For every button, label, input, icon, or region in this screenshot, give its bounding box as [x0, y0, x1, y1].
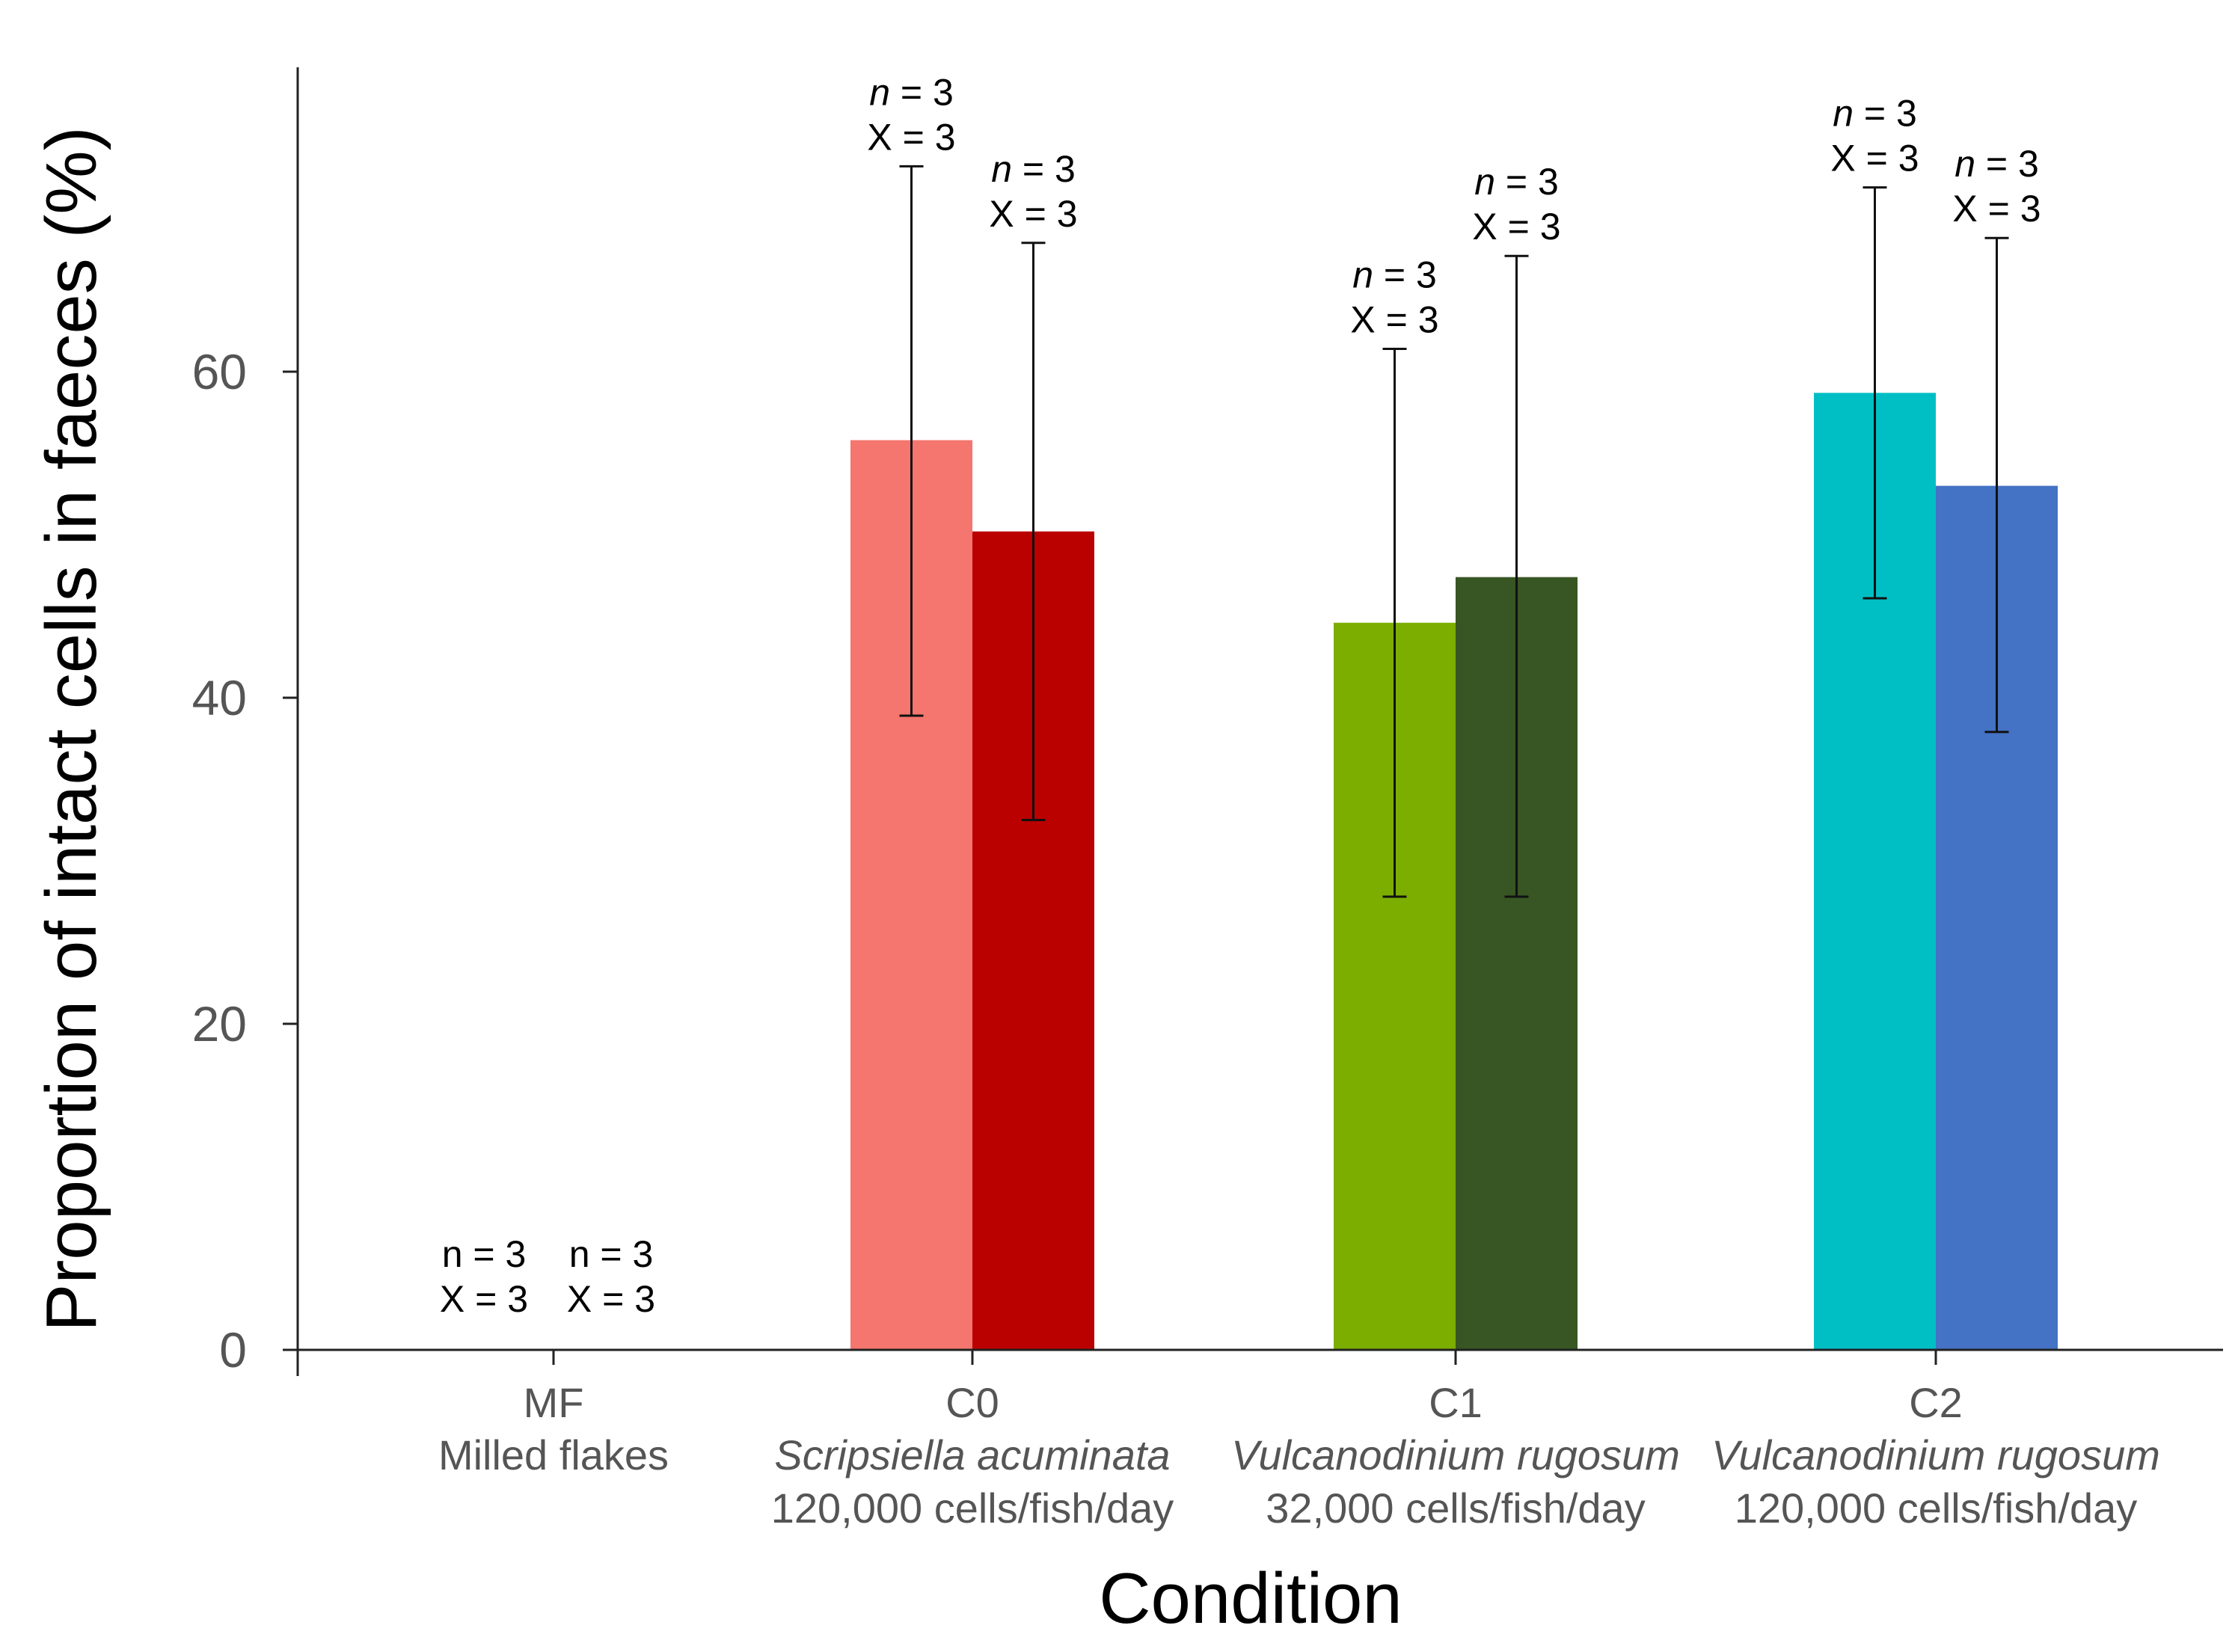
annotations-layer: n = 3X = 3n = 3X = 3n = 3X = 3n = 3X = 3… [440, 71, 2041, 1320]
x-category-dose-C0: 120,000 cells/fish/day [771, 1484, 1174, 1532]
annotation-n-C0-1: n = 3 [869, 71, 954, 113]
y-tick-label-40: 40 [192, 670, 247, 725]
axes-layer: 0 20 40 60 [192, 67, 2223, 1378]
x-axis-label: Condition [1099, 1559, 1402, 1639]
annotation-x-C1-1: X = 3 [1350, 298, 1438, 340]
annotation-n-C2-1: n = 3 [1833, 93, 1917, 135]
x-category-name-C2: Vulcanodinium rugosum [1711, 1431, 2160, 1478]
y-tick-label-60: 60 [192, 344, 247, 399]
error-bars-layer [899, 165, 2009, 898]
annotation-n-C0-2: n = 3 [991, 148, 1076, 190]
x-category-code-C2: C2 [1909, 1379, 1963, 1426]
annotation-n-C1-2: n = 3 [1474, 161, 1559, 203]
y-axis-label: Proportion of intact cells in faeces (%) [31, 126, 111, 1331]
annotation-x-C2-2: X = 3 [1952, 188, 2041, 230]
x-category-dose-C1: 32,000 cells/fish/day [1266, 1484, 1645, 1532]
x-category-code-MF: MF [524, 1379, 584, 1426]
x-category-dose-C2: 120,000 cells/fish/day [1735, 1484, 2138, 1532]
x-category-code-C0: C0 [945, 1379, 999, 1426]
annotation-x-MF-2: X = 3 [567, 1278, 655, 1320]
annotation-n-MF-2: n = 3 [569, 1233, 654, 1275]
y-tick-label-0: 0 [219, 1322, 247, 1378]
y-tick-label-20: 20 [192, 996, 247, 1051]
annotation-n-C1-1: n = 3 [1352, 254, 1437, 295]
annotation-n-MF-1: n = 3 [442, 1233, 527, 1275]
bars-layer [850, 393, 2058, 1351]
annotation-x-C2-1: X = 3 [1830, 138, 1919, 179]
annotation-x-MF-1: X = 3 [440, 1278, 528, 1320]
x-category-code-C1: C1 [1429, 1379, 1483, 1426]
annotation-n-C2-2: n = 3 [1955, 143, 2039, 185]
annotation-x-C0-1: X = 3 [867, 116, 955, 158]
x-category-name-MF: Milled flakes [438, 1431, 669, 1478]
annotation-x-C0-2: X = 3 [989, 193, 1077, 235]
x-category-name-C0: Scripsiella acuminata [774, 1431, 1170, 1478]
annotation-x-C1-2: X = 3 [1472, 206, 1560, 248]
x-category-labels: MF Milled flakes C0 Scripsiella acuminata 12… [438, 1379, 2160, 1532]
x-category-name-C1: Vulcanodinium rugosum [1231, 1431, 1680, 1478]
